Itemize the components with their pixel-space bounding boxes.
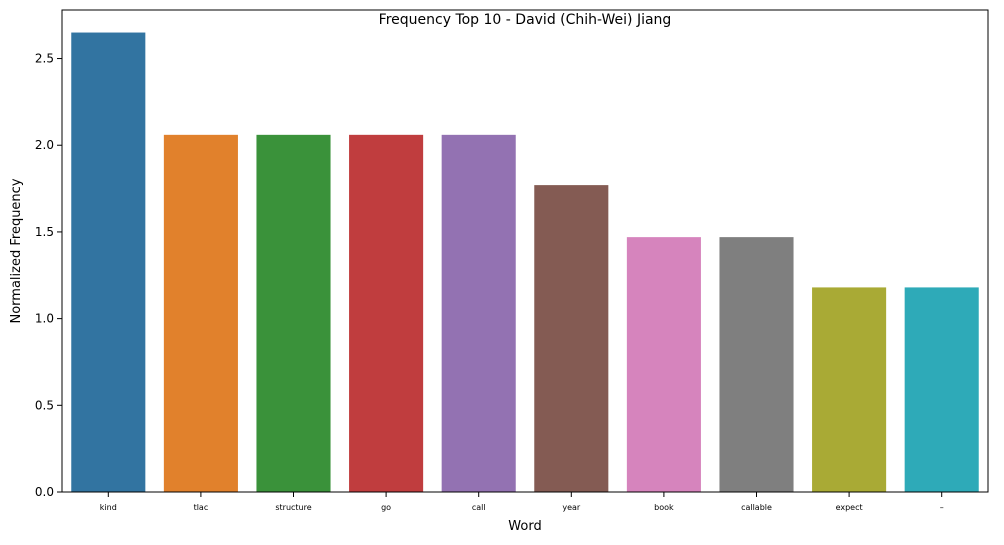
chart-title: Frequency Top 10 - David (Chih-Wei) Jian… xyxy=(379,12,672,28)
x-tick-label: callable xyxy=(741,503,772,512)
x-tick-label: – xyxy=(940,503,944,512)
x-tick-label: go xyxy=(381,503,391,512)
bar xyxy=(626,237,701,492)
y-tick-label: 0.0 xyxy=(35,485,54,499)
x-axis-ticks: kind tlac structure go call year book callable e… xyxy=(100,492,944,512)
y-tick-label: 2.0 xyxy=(35,138,54,152)
bar xyxy=(441,134,516,492)
y-tick-label: 0.5 xyxy=(35,398,54,412)
bar xyxy=(163,134,238,492)
x-tick-label: year xyxy=(562,503,581,512)
plot-frame xyxy=(61,9,989,493)
y-tick-label: 1.5 xyxy=(35,225,54,239)
bar xyxy=(719,237,794,492)
bar xyxy=(256,134,331,492)
x-tick-label: expect xyxy=(836,503,863,512)
bar xyxy=(349,134,424,492)
bar xyxy=(534,185,609,492)
bar xyxy=(71,32,146,492)
y-tick-label: 1.0 xyxy=(35,312,54,326)
y-axis-ticks: 0.0 0.5 1.0 1.5 2.0 2.5 xyxy=(35,52,62,499)
x-tick-label: call xyxy=(472,503,486,512)
y-axis-label: Normalized Frequency xyxy=(9,178,24,323)
bar xyxy=(812,287,887,492)
x-axis-label: Word xyxy=(508,519,541,534)
bar xyxy=(904,287,979,492)
x-tick-label: tlac xyxy=(194,503,209,512)
x-tick-label: book xyxy=(654,503,674,512)
y-tick-label: 2.5 xyxy=(35,52,54,66)
bars xyxy=(71,32,979,492)
x-tick-label: structure xyxy=(275,503,311,512)
x-tick-label: kind xyxy=(100,503,117,512)
